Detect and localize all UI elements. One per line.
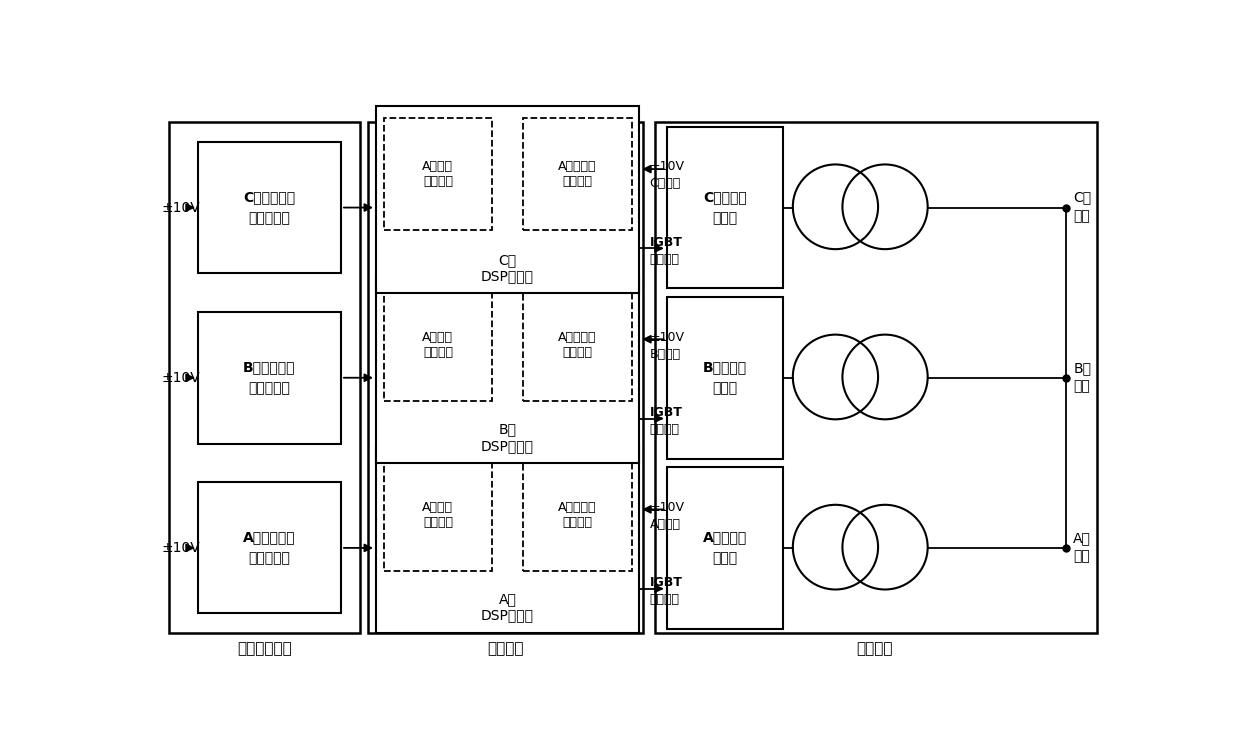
Bar [383, 289, 492, 401]
Text: C相: C相 [1074, 191, 1091, 204]
Text: B相
DSP控制器: B相 DSP控制器 [481, 423, 534, 453]
Text: 强电路路: 强电路路 [856, 641, 893, 656]
Text: A相背靠背: A相背靠背 [703, 530, 746, 544]
Bar [376, 106, 640, 293]
Text: 拟采样电路: 拟采样电路 [248, 552, 290, 565]
Text: B相电流: B相电流 [650, 348, 681, 361]
Text: 控制信号: 控制信号 [650, 593, 680, 606]
Bar [523, 118, 631, 230]
Text: ±10V: ±10V [161, 200, 200, 215]
Bar [383, 118, 492, 230]
Bar [655, 122, 1096, 634]
Text: 控制系统: 控制系统 [487, 641, 523, 656]
Text: A相网侧
控制算法: A相网侧 控制算法 [423, 331, 454, 359]
Text: ±10V: ±10V [161, 371, 200, 384]
Text: 变流器: 变流器 [712, 381, 738, 396]
Text: 输出: 输出 [1074, 209, 1090, 223]
Text: B相: B相 [1074, 361, 1091, 375]
Bar [197, 482, 341, 613]
Text: IGBT: IGBT [650, 236, 682, 249]
Text: C相
DSP控制器: C相 DSP控制器 [481, 254, 534, 283]
Text: C相电流: C相电流 [650, 177, 681, 190]
Text: B相背靠背: B相背靠背 [703, 360, 746, 374]
Text: ±10V: ±10V [161, 541, 200, 555]
Text: 变流器: 变流器 [712, 212, 738, 225]
Bar [169, 122, 361, 634]
Bar [376, 447, 640, 634]
Text: 输出: 输出 [1074, 379, 1090, 393]
Bar [523, 289, 631, 401]
Text: IGBT: IGBT [650, 406, 682, 419]
Text: C相高精度模: C相高精度模 [243, 190, 295, 203]
Text: A相逆变侧
控制算法: A相逆变侧 控制算法 [558, 160, 596, 188]
Bar [667, 297, 782, 459]
Text: 拟采样电路: 拟采样电路 [248, 212, 290, 225]
Bar [667, 126, 782, 289]
Bar [383, 459, 492, 571]
Text: 变流器: 变流器 [712, 552, 738, 565]
Text: IGBT: IGBT [650, 576, 682, 589]
Text: ±10V: ±10V [650, 331, 684, 344]
Bar [523, 459, 631, 571]
Text: ±10V: ±10V [650, 160, 684, 174]
Text: A相网侧
控制算法: A相网侧 控制算法 [423, 160, 454, 188]
Bar [197, 142, 341, 273]
Bar [376, 276, 640, 463]
Text: C相背靠背: C相背靠背 [703, 190, 746, 203]
Text: A相逆变侧
控制算法: A相逆变侧 控制算法 [558, 331, 596, 359]
Bar [368, 122, 644, 634]
Text: A相高精度模: A相高精度模 [243, 530, 295, 544]
Bar [197, 313, 341, 444]
Text: A相逆变侧
控制算法: A相逆变侧 控制算法 [558, 501, 596, 529]
Text: B相高精度模: B相高精度模 [243, 360, 295, 374]
Text: 输出: 输出 [1074, 549, 1090, 563]
Text: 模拟采样电路: 模拟采样电路 [237, 641, 291, 656]
Text: A相电流: A相电流 [650, 518, 681, 531]
Bar [667, 467, 782, 629]
Text: 拟采样电路: 拟采样电路 [248, 381, 290, 396]
Text: A相
DSP控制器: A相 DSP控制器 [481, 592, 534, 622]
Text: A相网侧
控制算法: A相网侧 控制算法 [423, 501, 454, 529]
Text: A相: A相 [1074, 531, 1091, 545]
Text: 控制信号: 控制信号 [650, 253, 680, 266]
Text: 控制信号: 控制信号 [650, 423, 680, 436]
Text: ±10V: ±10V [650, 501, 684, 515]
